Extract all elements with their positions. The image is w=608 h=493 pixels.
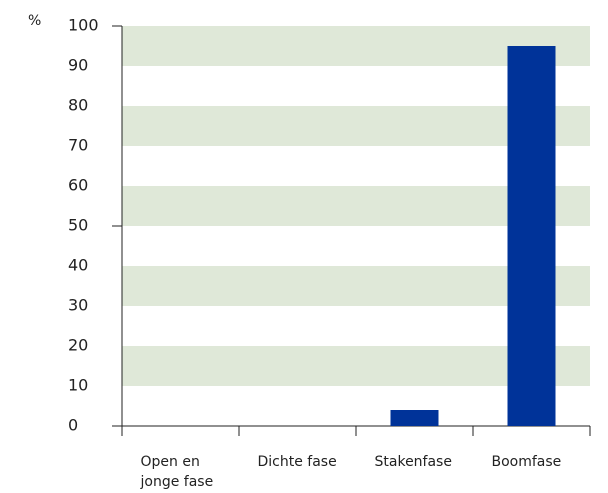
y-tick-label: 10 bbox=[68, 376, 88, 395]
y-tick-label: 100 bbox=[68, 16, 99, 35]
y-tick-label: 50 bbox=[68, 216, 88, 235]
y-tick-label: 90 bbox=[68, 56, 88, 75]
y-tick-label: 40 bbox=[68, 256, 88, 275]
x-tick-label: Open en jonge fase bbox=[140, 454, 214, 490]
y-axis-label: % bbox=[28, 13, 41, 29]
x-tick-label: Boomfase bbox=[491, 454, 562, 470]
x-tick-label: Dichte fase bbox=[257, 454, 337, 470]
y-tick-label: 20 bbox=[68, 336, 88, 355]
y-tick-label: 60 bbox=[68, 176, 88, 195]
bar bbox=[507, 46, 556, 426]
y-tick-label: 70 bbox=[68, 136, 88, 155]
y-tick-label: 0 bbox=[68, 416, 78, 435]
y-tick-label: 30 bbox=[68, 296, 88, 315]
y-tick-label: 80 bbox=[68, 96, 88, 115]
x-tick-label: Stakenfase bbox=[374, 454, 452, 470]
bar bbox=[390, 410, 439, 426]
